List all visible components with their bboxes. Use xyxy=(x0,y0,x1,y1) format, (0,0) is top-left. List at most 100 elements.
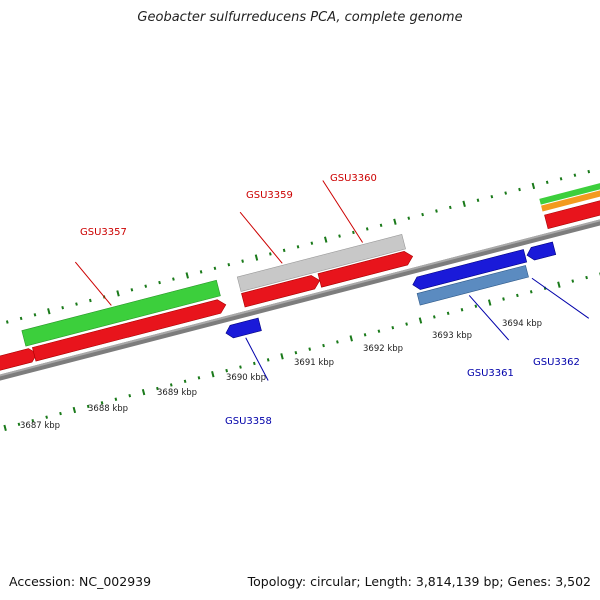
upper-tick xyxy=(379,223,383,228)
lower-tick xyxy=(349,335,353,342)
scale-label-3694: 3694 kbp xyxy=(502,319,542,329)
lower-tick xyxy=(460,308,464,312)
lower-tick xyxy=(239,365,242,369)
upper-tick xyxy=(338,234,341,238)
upper-tick xyxy=(518,187,521,192)
upper-tick xyxy=(172,277,175,281)
upper-tick xyxy=(365,227,369,231)
lower-tick xyxy=(432,315,436,319)
lower-tick xyxy=(86,404,90,409)
leader-gsu3362 xyxy=(531,277,590,319)
upper-tick xyxy=(61,305,65,310)
gene-arrow-gsu3358[interactable] xyxy=(224,317,262,339)
lower-tick xyxy=(17,422,21,427)
upper-tick xyxy=(421,212,424,217)
lower-tick xyxy=(114,397,118,401)
gene-arrow-gsu3362[interactable] xyxy=(525,241,557,262)
upper-tick xyxy=(407,216,411,220)
gene-label-gsu3360[interactable]: GSU3360 xyxy=(330,173,377,184)
lower-tick xyxy=(211,371,215,378)
lower-tick xyxy=(418,317,423,324)
lower-tick xyxy=(405,322,408,326)
scale-label-3693: 3693 kbp xyxy=(432,331,472,341)
gene-arrow-gsu3357-rna[interactable] xyxy=(21,279,221,347)
upper-tick xyxy=(241,259,244,263)
lower-tick xyxy=(31,419,35,423)
upper-tick xyxy=(559,177,563,181)
lower-tick xyxy=(502,297,505,301)
gene-label-gsu3361[interactable]: GSU3361 xyxy=(467,368,514,379)
upper-tick xyxy=(573,173,577,177)
scale-label-3689: 3689 kbp xyxy=(157,388,197,398)
upper-tick xyxy=(531,182,536,190)
lower-tick xyxy=(322,343,325,348)
upper-tick xyxy=(116,290,120,297)
lower-tick xyxy=(391,325,395,330)
lower-tick xyxy=(128,393,132,398)
map-title: Geobacter sulfurreducens PCA, complete g… xyxy=(137,10,463,25)
gene-arrow-right-edge-green[interactable] xyxy=(539,163,600,205)
gene-arrow-gsu3360[interactable] xyxy=(317,250,414,288)
upper-tick xyxy=(352,230,355,235)
upper-tick xyxy=(448,205,452,210)
upper-tick xyxy=(227,263,231,267)
scale-label-3688: 3688 kbp xyxy=(88,404,128,414)
upper-tick xyxy=(75,302,78,306)
lower-tick xyxy=(169,383,173,387)
lower-tick xyxy=(225,368,228,373)
lower-tick xyxy=(516,293,519,298)
gene-arrow-gsu3361-feature[interactable] xyxy=(416,265,529,306)
upper-tick xyxy=(144,284,148,288)
lower-tick xyxy=(377,329,381,333)
gene-label-gsu3357[interactable]: GSU3357 xyxy=(80,227,127,238)
lower-tick xyxy=(308,347,312,351)
upper-tick xyxy=(19,316,23,321)
upper-tick xyxy=(5,320,9,324)
upper-tick xyxy=(435,209,438,213)
upper-tick xyxy=(185,272,189,279)
scale-label-3690: 3690 kbp xyxy=(226,373,266,383)
upper-tick-row xyxy=(5,169,591,324)
gene-arrow-right-edge-red[interactable] xyxy=(544,179,600,229)
upper-tick xyxy=(462,200,466,207)
lower-tick-row xyxy=(3,272,600,432)
upper-tick xyxy=(476,198,480,202)
gene-arrow-gsu3359-pseudo[interactable] xyxy=(236,234,406,292)
accession-label: Accession: NC_002939 xyxy=(9,574,152,589)
gene-arrow-gsu3359[interactable] xyxy=(241,274,321,308)
gene-arrow-gsu3361[interactable] xyxy=(411,249,528,291)
lower-tick xyxy=(585,275,588,280)
upper-tick xyxy=(199,270,203,274)
lower-tick xyxy=(294,351,298,355)
upper-tick xyxy=(504,191,508,195)
upper-tick xyxy=(545,180,549,185)
scale-label-3687: 3687 kbp xyxy=(20,421,60,431)
upper-tick xyxy=(296,245,300,249)
gene-arrow-right-edge-orange[interactable] xyxy=(541,169,600,212)
upper-tick xyxy=(323,236,328,243)
scale-label-3691: 3691 kbp xyxy=(294,358,334,368)
lower-tick xyxy=(183,379,187,384)
lower-tick xyxy=(252,361,256,366)
upper-tick xyxy=(587,169,591,174)
gene-arrow-left-edge-red[interactable] xyxy=(0,347,39,379)
upper-tick xyxy=(282,248,286,253)
upper-tick xyxy=(33,313,37,317)
lower-tick xyxy=(59,411,62,416)
lower-tick xyxy=(474,304,478,308)
upper-tick xyxy=(158,280,161,285)
leader-gsu3360 xyxy=(322,180,364,243)
lower-tick xyxy=(156,386,159,391)
upper-tick xyxy=(213,266,217,270)
leader-gsu3358 xyxy=(245,337,269,381)
gene-label-gsu3362[interactable]: GSU3362 xyxy=(533,357,580,368)
lower-tick xyxy=(72,406,77,414)
gene-label-gsu3359[interactable]: GSU3359 xyxy=(246,190,293,201)
lower-tick xyxy=(3,424,7,432)
gene-label-gsu3358[interactable]: GSU3358 xyxy=(225,416,272,427)
lower-tick xyxy=(197,376,201,380)
gene-arrow-gsu3357[interactable] xyxy=(32,298,227,362)
upper-tick xyxy=(47,308,51,315)
